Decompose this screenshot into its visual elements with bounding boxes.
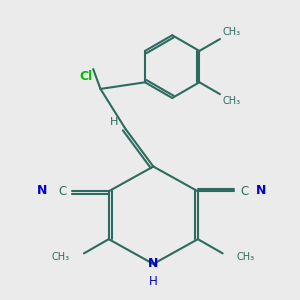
Text: Cl: Cl	[79, 70, 92, 83]
Text: H: H	[110, 117, 118, 127]
Text: N: N	[256, 184, 266, 197]
Text: CH₃: CH₃	[236, 252, 255, 262]
Text: N: N	[148, 257, 158, 270]
Text: N: N	[37, 184, 48, 197]
Text: C: C	[58, 185, 66, 198]
Text: CH₃: CH₃	[52, 252, 70, 262]
Text: CH₃: CH₃	[222, 96, 241, 106]
Text: C: C	[240, 185, 248, 198]
Text: H: H	[149, 274, 158, 288]
Text: CH₃: CH₃	[222, 27, 241, 38]
